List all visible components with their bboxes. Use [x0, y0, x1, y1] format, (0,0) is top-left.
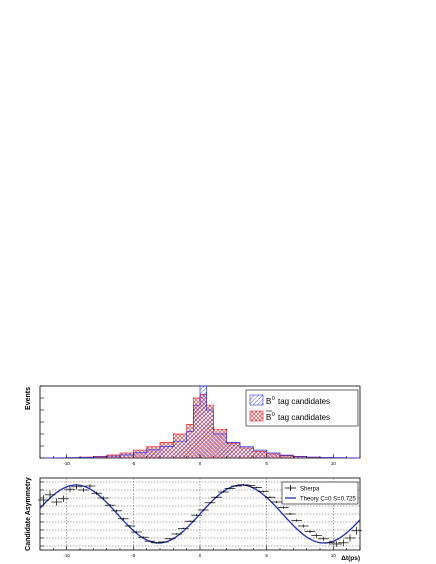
top-x-tick-label: -10 [63, 461, 70, 466]
histogram-bar-b0 [133, 452, 147, 458]
histogram-bar-b0 [160, 446, 174, 458]
sherpa-points [38, 484, 362, 547]
bottom-legend: Sherpa Theory C=0 S=0.725 [281, 481, 359, 505]
bottom-y-axis-label: Candidate Asymmetry [25, 477, 32, 551]
histogram-bar-b0 [193, 405, 200, 458]
legend-sherpa-label: Sherpa [300, 487, 320, 493]
histogram-bar-b0 [213, 434, 227, 458]
bottom-x-tick-label: 5 [265, 553, 268, 558]
histogram-bar-b0 [253, 450, 267, 458]
theory-curve [39, 484, 361, 544]
top-x-tick-label: 10 [331, 461, 337, 466]
histogram-bar-b0 [206, 410, 214, 458]
top-x-tick-label: -5 [131, 461, 135, 466]
histogram-bar-b0 [226, 442, 240, 458]
bottom-y-ticks [40, 481, 44, 547]
histogram-bar-b0 [146, 449, 160, 458]
bottom-x-tick-label: 10 [331, 553, 337, 558]
legend-b0-superscript: 0 [272, 396, 275, 402]
histogram-bar-b0 [93, 456, 107, 458]
histogram-bar-b0 [200, 386, 207, 458]
bottom-legend-box [281, 481, 359, 505]
top-legend: B 0 tag candidates B 0 tag candidates [245, 389, 359, 427]
legend-b0bar-label: tag candidates [278, 413, 330, 422]
legend-b0bar-symbol: B [266, 413, 271, 422]
legend-b0bar-superscript: 0 [272, 412, 275, 418]
histogram-bar-b0 [106, 456, 120, 458]
top-panel: -10 -5 0 5 10 Events B 0 tag candidates B 0 … [25, 385, 361, 466]
bottom-x-ticks: -10 -5 0 5 10 [39, 546, 361, 558]
histogram-bars [39, 385, 361, 459]
histogram-bar-b0 [173, 441, 187, 458]
histogram-bar-b0 [120, 454, 134, 458]
top-legend-box [245, 389, 359, 427]
top-x-ticks: -10 -5 0 5 10 [39, 454, 361, 466]
bottom-x-tick-label: -10 [63, 553, 70, 558]
bottom-x-axis-label: Δt(ps) [341, 555, 360, 562]
top-y-axis-label: Events [25, 387, 32, 410]
histogram-bar-b0 [293, 456, 307, 458]
legend-b0-symbol: B [266, 397, 271, 406]
legend-b0-label: tag candidates [278, 397, 330, 406]
top-x-tick-label: 0 [199, 461, 202, 466]
legend-theory-label: Theory C=0 S=0.725 [300, 497, 356, 503]
bottom-x-tick-label: -5 [131, 553, 135, 558]
legend-swatch-b0bar [249, 410, 264, 422]
histogram-bar-b0 [186, 431, 194, 458]
histogram-bar-b0 [266, 452, 280, 458]
bottom-panel: -10 -5 0 5 10 Candidate Asymmetry Δt(ps) She… [25, 477, 362, 562]
top-x-tick-label: 5 [265, 461, 268, 466]
top-y-ticks [40, 385, 44, 459]
histogram-bar-b0 [240, 446, 254, 458]
bottom-x-tick-label: 0 [199, 553, 202, 558]
legend-swatch-b0 [249, 394, 264, 406]
histogram-bar-b0 [280, 455, 294, 458]
histogram-bar-b0 [306, 457, 320, 458]
